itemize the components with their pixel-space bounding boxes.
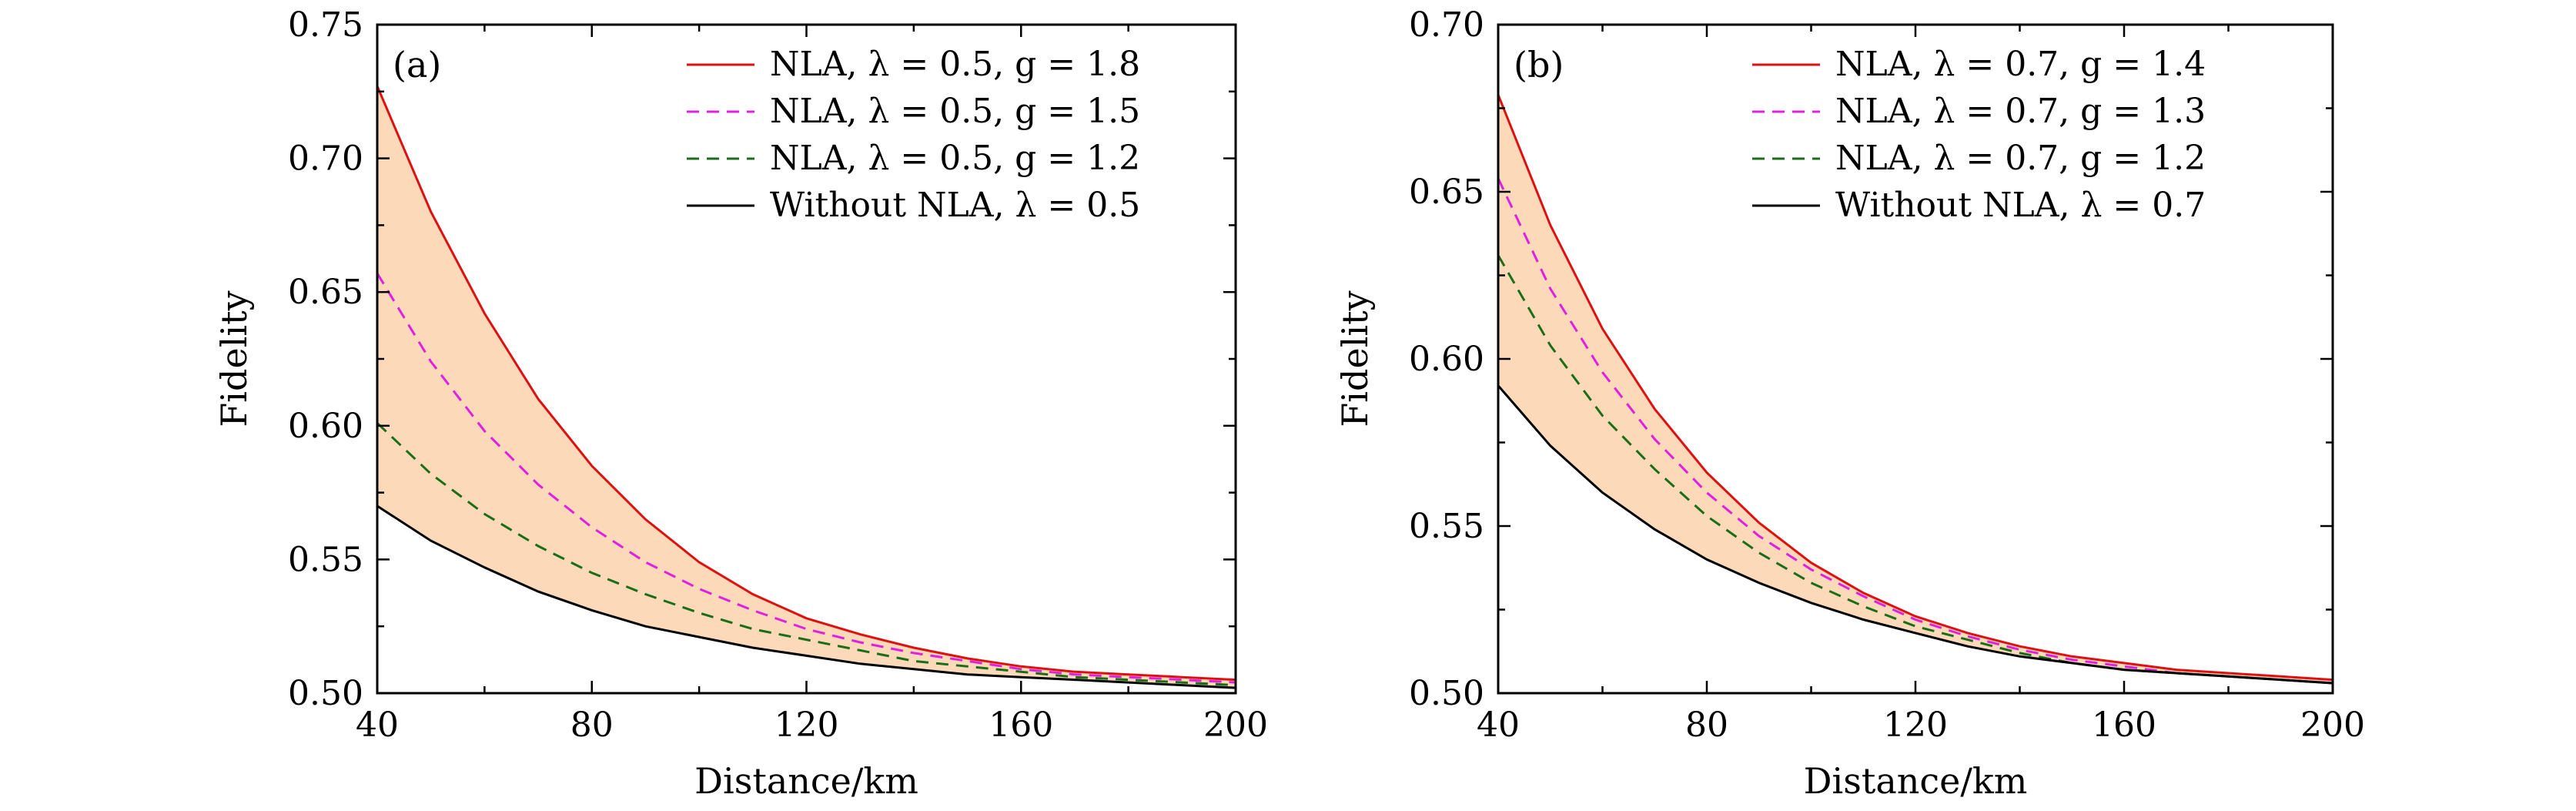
- legend-label: NLA, λ = 0.5, g = 1.2: [770, 139, 1140, 178]
- chart-panel-a: 40 80 120 160 200 0.50 0.55 0.60 0.65 0.70 0.75 Dis…: [213, 5, 1268, 802]
- legend-label: NLA, λ = 0.7, g = 1.4: [1835, 45, 2206, 84]
- x-axis-title: Distance/km: [694, 760, 918, 802]
- chart-panel-b: 40 80 120 160 200 0.50 0.55 0.60 0.65 0.70 Distanc…: [1334, 5, 2365, 802]
- series-line-3: [376, 422, 1236, 687]
- series-line-4: [1497, 384, 2333, 685]
- y-tick-label: 0.55: [1409, 507, 1484, 546]
- y-tick-label: 0.60: [1409, 340, 1484, 379]
- series-line-1: [1497, 94, 2333, 682]
- y-tick-label: 0.60: [288, 407, 363, 446]
- x-tick-label: 200: [2300, 705, 2365, 745]
- panel-label: (a): [393, 44, 441, 85]
- x-tick-label: 40: [1477, 705, 1520, 745]
- shaded-region: [377, 85, 1236, 689]
- legend-label: NLA, λ = 0.5, g = 1.5: [770, 92, 1140, 131]
- series-line-1: [376, 85, 1236, 682]
- series-line-2: [376, 273, 1236, 684]
- y-axis-title: Fidelity: [1334, 290, 1376, 427]
- x-tick-label: 40: [356, 705, 399, 745]
- y-tick-label: 0.70: [1409, 5, 1484, 45]
- legend-label: Without NLA, λ = 0.5: [770, 186, 1140, 225]
- legend-label: NLA, λ = 0.5, g = 1.8: [770, 45, 1140, 84]
- x-tick-label: 160: [2092, 705, 2156, 745]
- legend-label: NLA, λ = 0.7, g = 1.2: [1835, 139, 2206, 178]
- y-tick-label: 0.65: [288, 273, 363, 312]
- series-line-3: [1497, 254, 2333, 685]
- y-axis-title: Fidelity: [213, 290, 255, 427]
- x-tick-label: 160: [989, 705, 1053, 745]
- x-axis-title: Distance/km: [1804, 760, 2028, 802]
- legend-label: Without NLA, λ = 0.7: [1835, 186, 2206, 225]
- y-tick-label: 0.50: [288, 674, 363, 713]
- x-tick-label: 80: [1685, 705, 1728, 745]
- y-tick-label: 0.50: [1409, 674, 1484, 713]
- x-tick-label: 120: [774, 705, 839, 745]
- shaded-region: [1498, 95, 2333, 684]
- panel-label: (b): [1514, 44, 1564, 85]
- y-tick-label: 0.75: [288, 5, 363, 45]
- x-tick-label: 200: [1203, 705, 1268, 745]
- legend-label: NLA, λ = 0.7, g = 1.3: [1835, 92, 2206, 131]
- series-line-4: [376, 504, 1236, 689]
- x-tick-label: 120: [1883, 705, 1948, 745]
- y-tick-label: 0.55: [288, 540, 363, 579]
- y-tick-label: 0.65: [1409, 173, 1484, 212]
- x-tick-label: 80: [570, 705, 614, 745]
- y-tick-label: 0.70: [288, 139, 363, 179]
